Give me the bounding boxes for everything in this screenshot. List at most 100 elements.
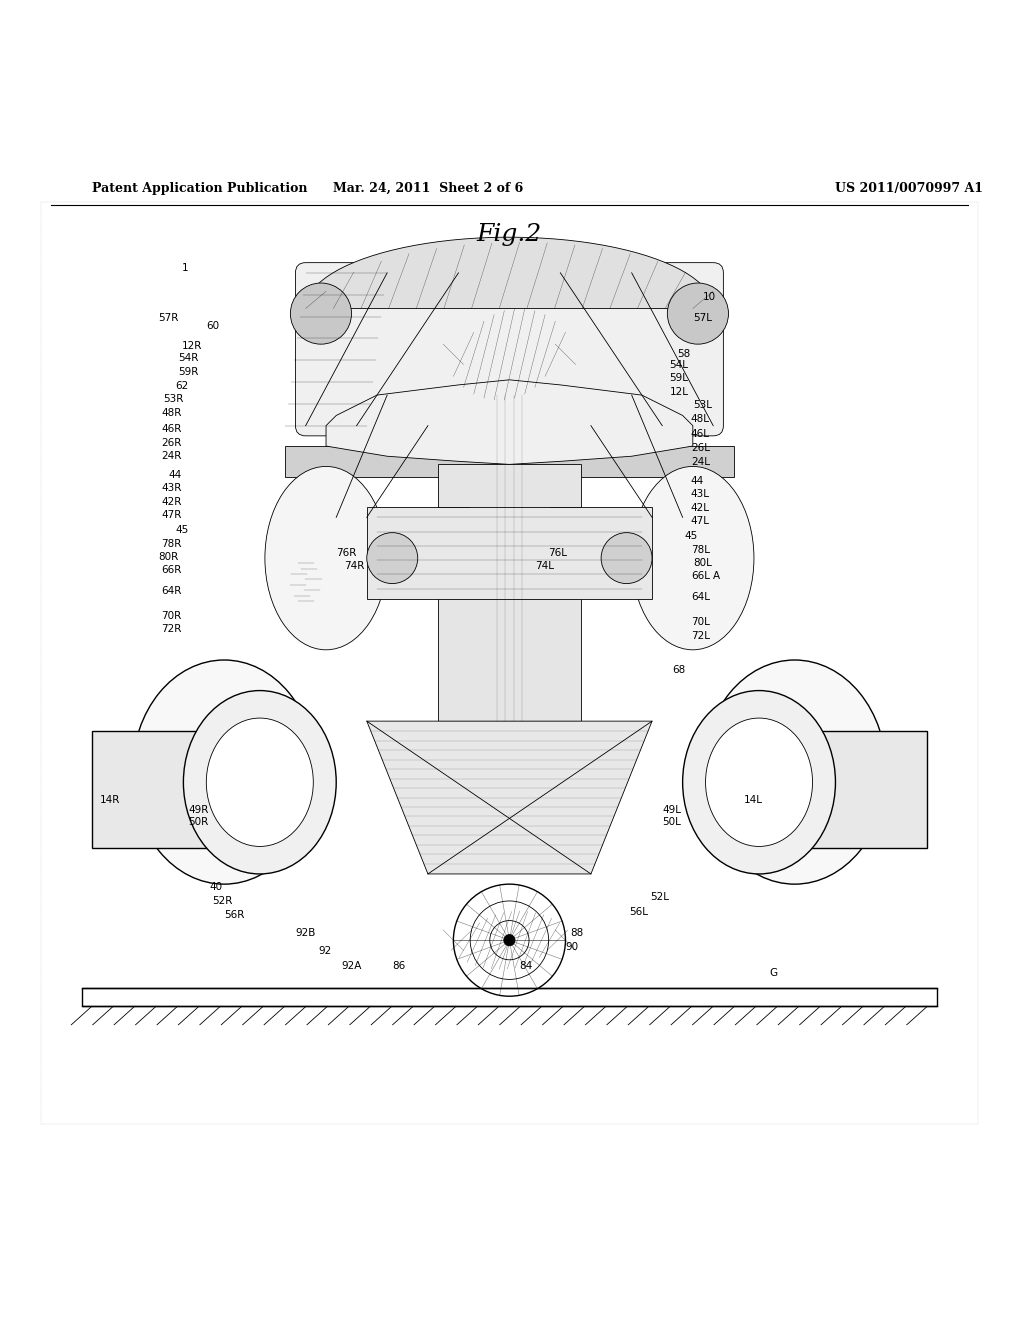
Text: 86: 86 bbox=[392, 961, 406, 970]
Circle shape bbox=[367, 533, 418, 583]
Text: 14R: 14R bbox=[100, 795, 120, 805]
Text: 48L: 48L bbox=[691, 413, 710, 424]
Ellipse shape bbox=[132, 660, 315, 884]
Text: 56R: 56R bbox=[224, 909, 245, 920]
Circle shape bbox=[291, 282, 351, 345]
Text: 49R: 49R bbox=[188, 805, 209, 814]
Text: 14L: 14L bbox=[743, 795, 763, 805]
Text: 46R: 46R bbox=[161, 424, 181, 434]
Text: 59R: 59R bbox=[178, 367, 199, 376]
Text: 88: 88 bbox=[570, 928, 584, 939]
Text: 52R: 52R bbox=[212, 896, 232, 907]
Text: 44: 44 bbox=[168, 470, 181, 479]
Circle shape bbox=[504, 935, 515, 946]
Text: 84: 84 bbox=[519, 961, 532, 970]
Bar bbox=[367, 507, 652, 599]
Text: 44: 44 bbox=[691, 475, 705, 486]
Text: US 2011/0070997 A1: US 2011/0070997 A1 bbox=[836, 182, 983, 195]
Text: 12R: 12R bbox=[181, 341, 202, 351]
Text: Fig.2: Fig.2 bbox=[477, 223, 542, 246]
Text: 46L: 46L bbox=[691, 429, 710, 438]
Text: 59L: 59L bbox=[670, 372, 688, 383]
Text: 92: 92 bbox=[317, 946, 331, 957]
Text: 80L: 80L bbox=[693, 558, 712, 568]
Text: 58: 58 bbox=[678, 350, 691, 359]
Text: 42L: 42L bbox=[691, 503, 710, 513]
Text: 47R: 47R bbox=[161, 511, 181, 520]
Text: 47L: 47L bbox=[691, 516, 710, 527]
Circle shape bbox=[479, 528, 540, 589]
Polygon shape bbox=[438, 465, 581, 721]
Text: 26R: 26R bbox=[161, 438, 181, 447]
Circle shape bbox=[449, 498, 570, 619]
Text: 70L: 70L bbox=[691, 618, 710, 627]
Text: 66R: 66R bbox=[161, 565, 181, 576]
Bar bbox=[92, 731, 224, 849]
Text: 78L: 78L bbox=[691, 545, 710, 554]
Text: 43L: 43L bbox=[691, 488, 710, 499]
Text: 66L: 66L bbox=[691, 572, 710, 581]
Bar bbox=[795, 731, 927, 849]
Text: 92B: 92B bbox=[296, 928, 315, 939]
Text: 76L: 76L bbox=[548, 548, 567, 558]
Polygon shape bbox=[305, 238, 713, 309]
Text: 64L: 64L bbox=[691, 591, 710, 602]
Text: 56L: 56L bbox=[630, 907, 648, 916]
Text: 43R: 43R bbox=[161, 483, 181, 492]
Text: 57L: 57L bbox=[693, 313, 712, 322]
Text: 57R: 57R bbox=[158, 313, 178, 322]
Ellipse shape bbox=[183, 690, 336, 874]
Text: 72R: 72R bbox=[161, 624, 181, 635]
Text: 26L: 26L bbox=[691, 444, 710, 453]
Ellipse shape bbox=[632, 466, 754, 649]
Ellipse shape bbox=[265, 466, 387, 649]
Text: 49L: 49L bbox=[663, 805, 681, 814]
Text: 53L: 53L bbox=[693, 400, 712, 411]
Text: Mar. 24, 2011  Sheet 2 of 6: Mar. 24, 2011 Sheet 2 of 6 bbox=[333, 182, 523, 195]
Text: 42R: 42R bbox=[161, 498, 181, 507]
Text: 68: 68 bbox=[673, 665, 686, 676]
Ellipse shape bbox=[683, 690, 836, 874]
Circle shape bbox=[668, 282, 728, 345]
Text: 40: 40 bbox=[209, 882, 222, 892]
Text: 60: 60 bbox=[206, 321, 219, 331]
Text: 80R: 80R bbox=[158, 552, 178, 562]
Polygon shape bbox=[367, 721, 652, 874]
Ellipse shape bbox=[706, 718, 812, 846]
Text: 53R: 53R bbox=[163, 395, 183, 404]
Polygon shape bbox=[326, 380, 693, 465]
Text: 48R: 48R bbox=[161, 408, 181, 418]
Text: 74R: 74R bbox=[344, 561, 365, 572]
Text: 72L: 72L bbox=[691, 631, 710, 640]
Ellipse shape bbox=[703, 660, 887, 884]
Bar bbox=[492, 395, 527, 721]
Bar bbox=[286, 446, 733, 477]
Text: 12L: 12L bbox=[670, 387, 688, 397]
Text: 24L: 24L bbox=[691, 457, 710, 467]
Text: 52L: 52L bbox=[650, 892, 669, 903]
Text: 64R: 64R bbox=[161, 586, 181, 595]
Ellipse shape bbox=[206, 718, 313, 846]
Text: A: A bbox=[713, 572, 720, 581]
Text: 76R: 76R bbox=[336, 548, 356, 558]
Text: 74L: 74L bbox=[535, 561, 554, 572]
Text: 70R: 70R bbox=[161, 611, 181, 622]
Text: Patent Application Publication: Patent Application Publication bbox=[92, 182, 307, 195]
Text: 10: 10 bbox=[703, 292, 716, 302]
Text: 24R: 24R bbox=[161, 451, 181, 461]
Text: 90: 90 bbox=[565, 942, 579, 952]
Text: 54R: 54R bbox=[178, 354, 199, 363]
Text: 50L: 50L bbox=[663, 817, 681, 828]
Bar bbox=[82, 989, 937, 1006]
Text: 92A: 92A bbox=[341, 961, 361, 970]
Circle shape bbox=[501, 346, 518, 363]
Text: 50R: 50R bbox=[188, 817, 209, 828]
Text: 78R: 78R bbox=[161, 539, 181, 549]
Text: G: G bbox=[769, 968, 777, 978]
Text: 62: 62 bbox=[175, 381, 188, 391]
Text: 45: 45 bbox=[175, 524, 188, 535]
FancyBboxPatch shape bbox=[296, 263, 723, 436]
Text: 45: 45 bbox=[685, 531, 698, 541]
Text: 1: 1 bbox=[182, 263, 188, 273]
Circle shape bbox=[601, 533, 652, 583]
